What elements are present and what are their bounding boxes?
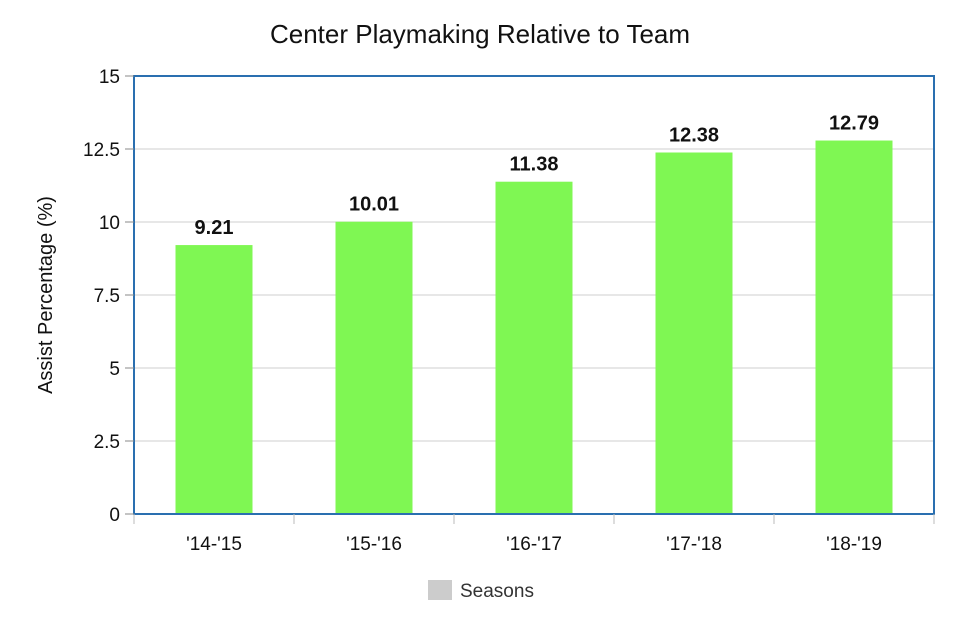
y-tick-label-0: 0 — [109, 505, 120, 526]
data-label-3: 12.38 — [669, 125, 719, 147]
bar-2[interactable] — [495, 181, 573, 515]
x-tick-label-0: '14-'15 — [186, 534, 242, 555]
y-tick-label-1: 2.5 — [94, 432, 120, 453]
y-tick-label-6: 15 — [99, 67, 120, 88]
bar-4[interactable] — [815, 140, 893, 515]
x-tick-label-1: '15-'16 — [346, 534, 402, 555]
legend[interactable]: Seasons — [428, 580, 534, 602]
x-tick-label-4: '18-'19 — [826, 534, 882, 555]
y-tick-label-2: 5 — [109, 359, 120, 380]
x-tick-label-2: '16-'17 — [506, 534, 562, 555]
y-axis-label: Assist Percentage (%) — [35, 196, 57, 394]
bar-1[interactable] — [335, 221, 413, 514]
y-tick-label-4: 10 — [99, 213, 120, 234]
y-axis-ticks: 0 2.5 5 7.5 10 12.5 15 — [83, 67, 134, 526]
x-axis-ticks: '14-'15 '15-'16 '16-'17 '17-'18 '18-'19 — [133, 514, 935, 555]
legend-label-seasons: Seasons — [460, 581, 534, 602]
bar-3[interactable] — [655, 152, 733, 514]
x-tick-label-3: '17-'18 — [666, 534, 722, 555]
data-label-0: 9.21 — [195, 217, 234, 239]
bars — [175, 140, 893, 515]
data-label-2: 11.38 — [510, 154, 559, 176]
bar-0[interactable] — [175, 245, 253, 514]
data-labels: 9.21 10.01 11.38 12.38 12.79 — [195, 113, 880, 240]
legend-swatch — [428, 580, 452, 600]
y-tick-label-3: 7.5 — [94, 286, 120, 307]
y-tick-label-5: 12.5 — [83, 140, 120, 161]
data-label-4: 12.79 — [829, 113, 879, 135]
chart-title: Center Playmaking Relative to Team — [270, 19, 690, 49]
data-label-1: 10.01 — [349, 194, 399, 216]
